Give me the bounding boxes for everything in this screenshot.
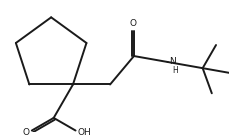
Text: OH: OH	[77, 128, 90, 136]
Text: O: O	[23, 128, 30, 136]
Text: O: O	[129, 19, 136, 28]
Text: N: N	[168, 57, 175, 66]
Text: H: H	[172, 66, 177, 75]
